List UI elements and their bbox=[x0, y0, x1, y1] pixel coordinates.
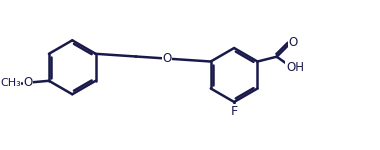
Text: CH₃: CH₃ bbox=[0, 78, 21, 88]
Text: F: F bbox=[231, 105, 238, 118]
Text: OH: OH bbox=[286, 61, 304, 74]
Text: O: O bbox=[288, 36, 298, 49]
Text: O: O bbox=[23, 76, 32, 89]
Text: O: O bbox=[162, 52, 172, 65]
